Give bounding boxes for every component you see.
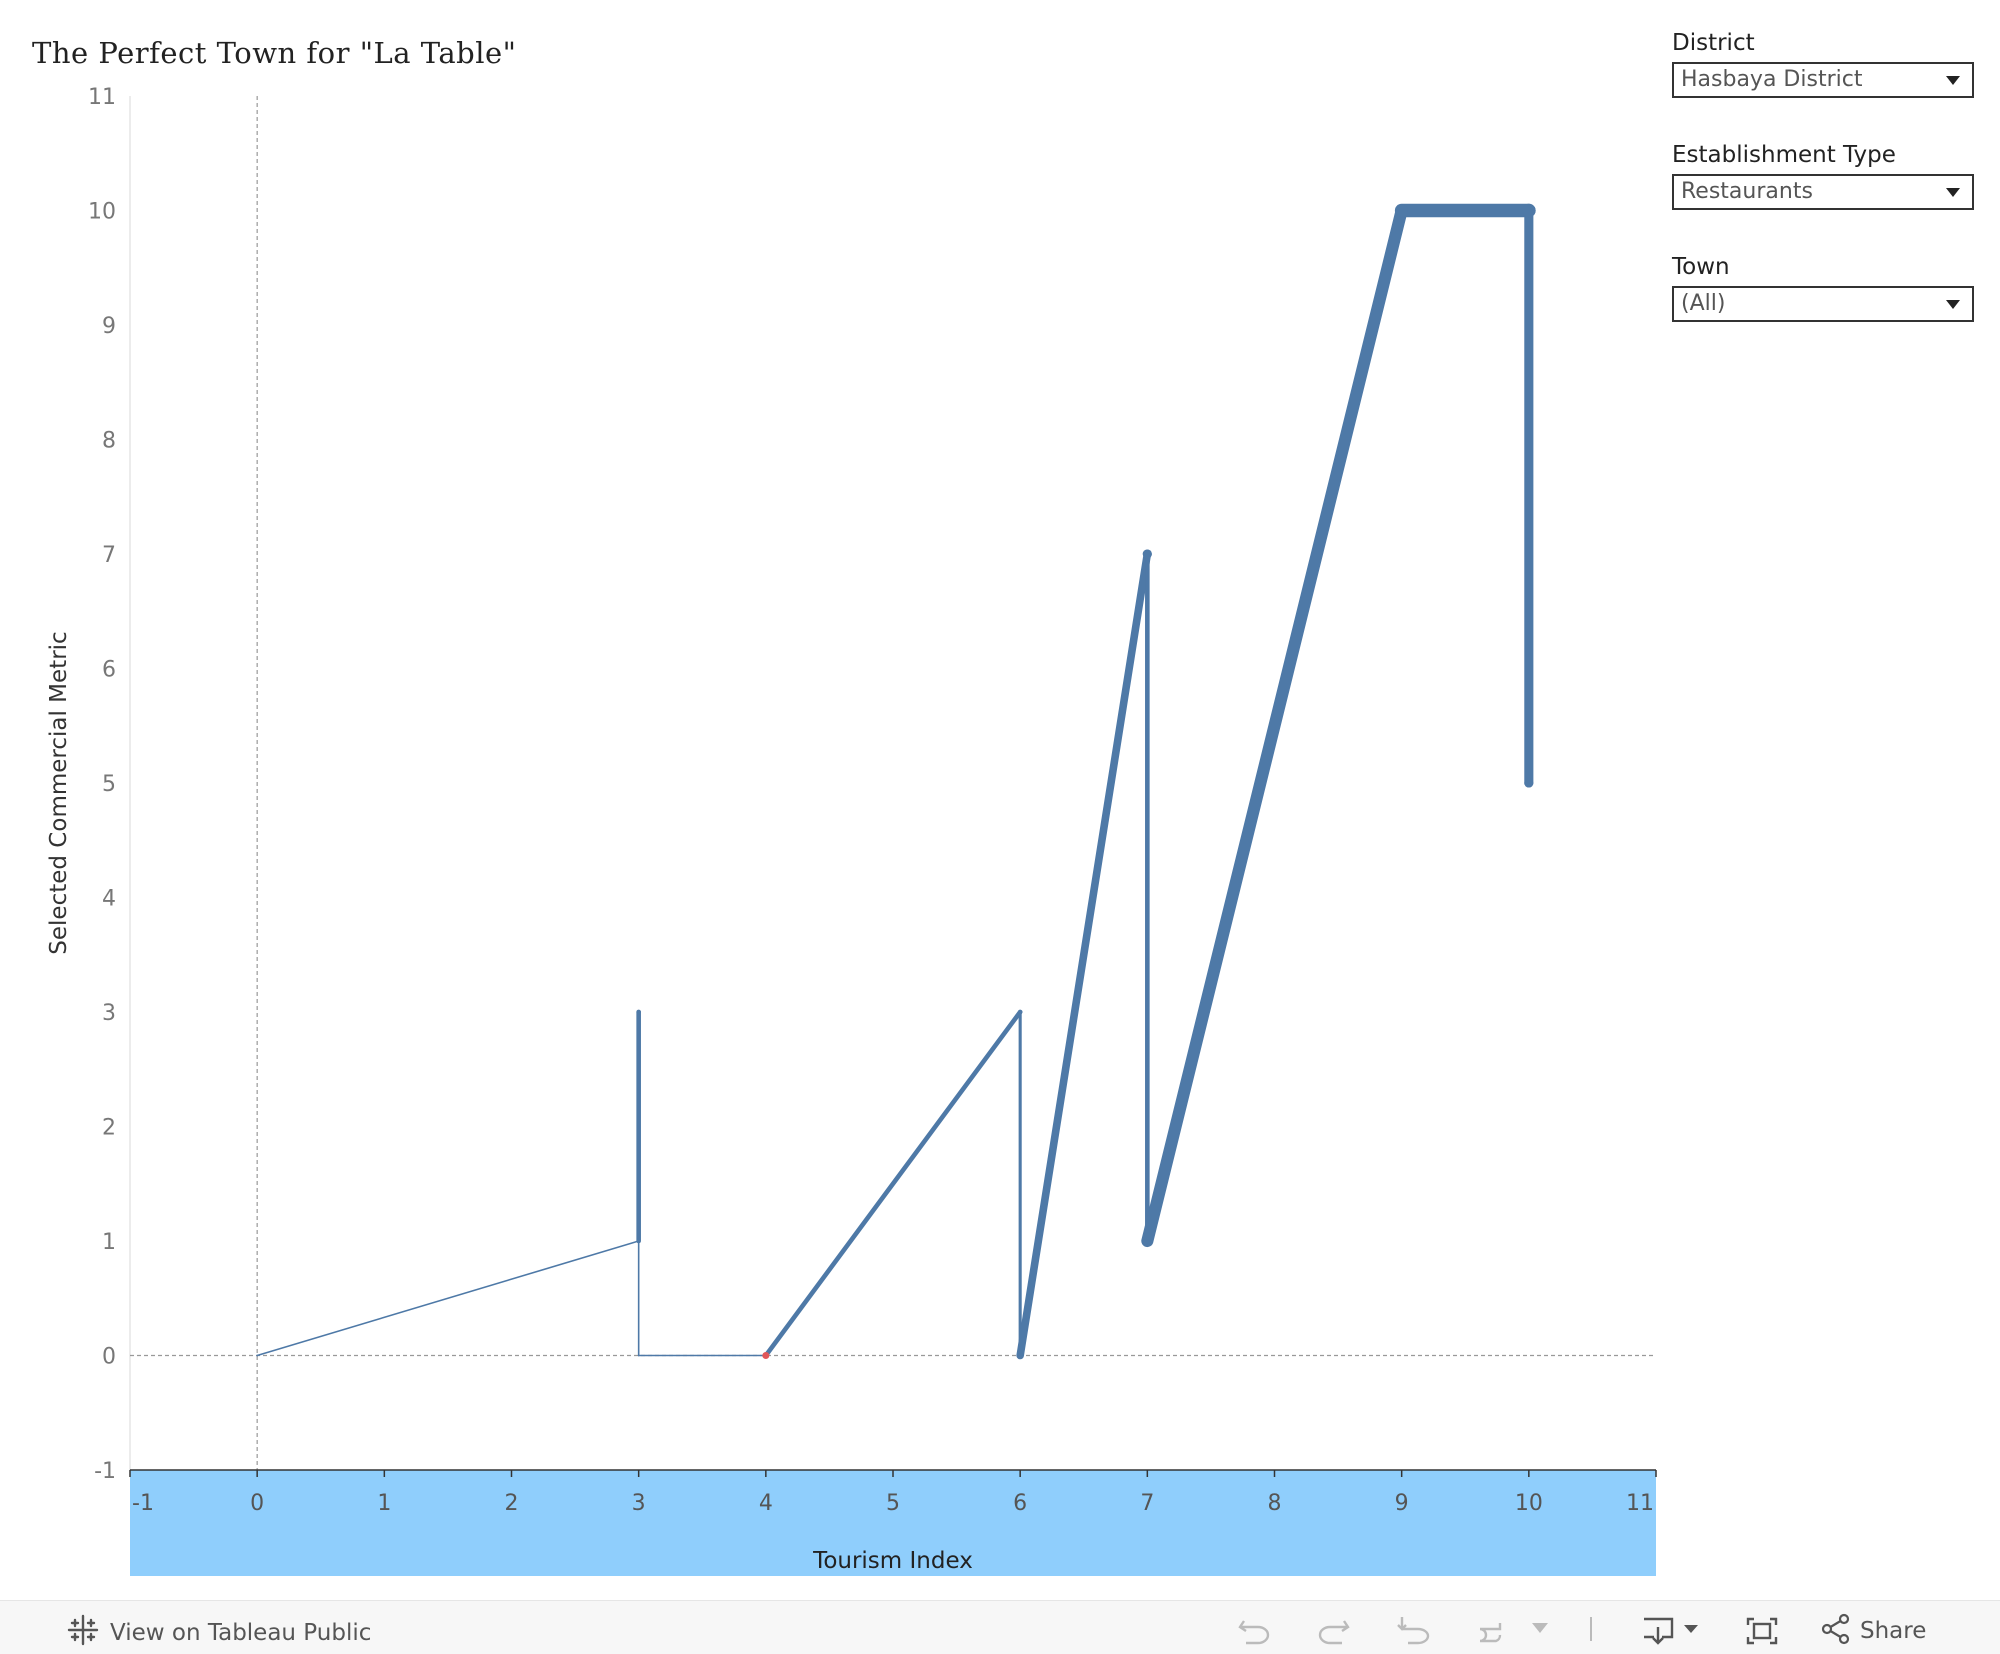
more-options-chevron-icon[interactable]	[1532, 1623, 1548, 1635]
x-tick-label: 8	[1268, 1491, 1282, 1516]
data-point	[1395, 204, 1408, 217]
x-tick-label: 5	[886, 1491, 900, 1516]
share-label: Share	[1860, 1618, 1927, 1644]
y-tick-label: 2	[102, 1116, 116, 1141]
line-segment	[256, 1240, 640, 1357]
highlighted-point	[762, 1352, 770, 1359]
fullscreen-icon[interactable]	[1744, 1615, 1780, 1647]
view-on-tableau-public-label: View on Tableau Public	[110, 1620, 372, 1646]
district-filter-label: District	[1672, 30, 1755, 56]
district-select-value: Hasbaya District	[1681, 67, 1863, 92]
y-tick-label: 9	[102, 314, 116, 339]
x-tick-label: 10	[1515, 1491, 1543, 1516]
establishment-type-select-value: Restaurants	[1681, 179, 1813, 204]
x-tick-label: 2	[505, 1491, 519, 1516]
y-tick-label: -1	[94, 1459, 116, 1484]
line-segment	[763, 1009, 1023, 1358]
chevron-down-icon	[1946, 300, 1960, 309]
data-point	[637, 1354, 640, 1357]
y-tick-label: 7	[102, 543, 116, 568]
x-axis-title: Tourism Index	[812, 1548, 973, 1574]
x-tick-label: 9	[1395, 1491, 1409, 1516]
x-tick-label: 7	[1140, 1491, 1154, 1516]
redo-icon[interactable]	[1316, 1615, 1352, 1645]
toolbar: View on Tableau Public Share	[0, 1600, 2000, 1654]
district-filter: District Hasbaya District	[1672, 30, 1974, 98]
chart-title: The Perfect Town for "La Table"	[32, 36, 517, 70]
undo-icon[interactable]	[1236, 1615, 1272, 1645]
x-axis-band	[130, 1470, 1656, 1576]
y-tick-label: 5	[102, 772, 116, 797]
establishment-type-filter-label: Establishment Type	[1672, 142, 1896, 168]
establishment-type-select[interactable]: Restaurants	[1672, 174, 1974, 210]
x-tick-label: 3	[632, 1491, 646, 1516]
data-point	[1145, 1238, 1150, 1244]
y-axis-title: Selected Commercial Metric	[46, 631, 72, 954]
y-tick-label: 3	[102, 1001, 116, 1026]
data-point	[1017, 1009, 1023, 1015]
chevron-down-icon	[1946, 188, 1960, 197]
data-point	[256, 1354, 258, 1357]
y-tick-label: 6	[102, 658, 116, 683]
establishment-type-filter: Establishment Type Restaurants	[1672, 142, 1974, 210]
toolbar-divider	[1590, 1617, 1592, 1641]
y-tick-label: 4	[102, 887, 116, 912]
y-tick-label: 8	[102, 429, 116, 454]
town-select[interactable]: (All)	[1672, 286, 1974, 322]
y-tick-label: 11	[88, 85, 116, 110]
view-on-tableau-public-link[interactable]: View on Tableau Public	[66, 1613, 371, 1653]
data-point	[1522, 203, 1536, 218]
x-tick-label: 0	[250, 1491, 264, 1516]
town-filter-label: Town	[1672, 254, 1730, 280]
x-tick-label: 11	[1626, 1491, 1654, 1516]
tableau-logo-icon	[66, 1613, 100, 1653]
y-tick-label: 1	[102, 1230, 116, 1255]
share-icon	[1820, 1613, 1852, 1649]
town-select-value: (All)	[1681, 291, 1726, 316]
x-tick-label: 6	[1013, 1491, 1027, 1516]
data-point	[1018, 1353, 1022, 1358]
y-tick-label: 10	[88, 200, 116, 225]
revert-icon[interactable]	[1396, 1615, 1432, 1645]
line-segment	[1141, 204, 1408, 1248]
share-button[interactable]: Share	[1820, 1613, 1926, 1649]
district-select[interactable]: Hasbaya District	[1672, 62, 1974, 98]
x-tick-label: 1	[377, 1491, 391, 1516]
y-tick-label: 0	[102, 1345, 116, 1370]
refresh-icon[interactable]	[1470, 1615, 1506, 1645]
x-tick-label: 4	[759, 1491, 773, 1516]
data-point	[637, 1240, 640, 1242]
series-line	[256, 203, 1536, 1360]
data-point	[1524, 778, 1534, 788]
data-point	[1142, 549, 1152, 559]
x-tick-label: -1	[132, 1491, 154, 1516]
line-segment	[1016, 550, 1152, 1360]
data-point	[636, 1009, 641, 1015]
chevron-down-icon	[1946, 76, 1960, 85]
download-icon[interactable]	[1640, 1615, 1700, 1645]
town-filter: Town (All)	[1672, 254, 1974, 322]
